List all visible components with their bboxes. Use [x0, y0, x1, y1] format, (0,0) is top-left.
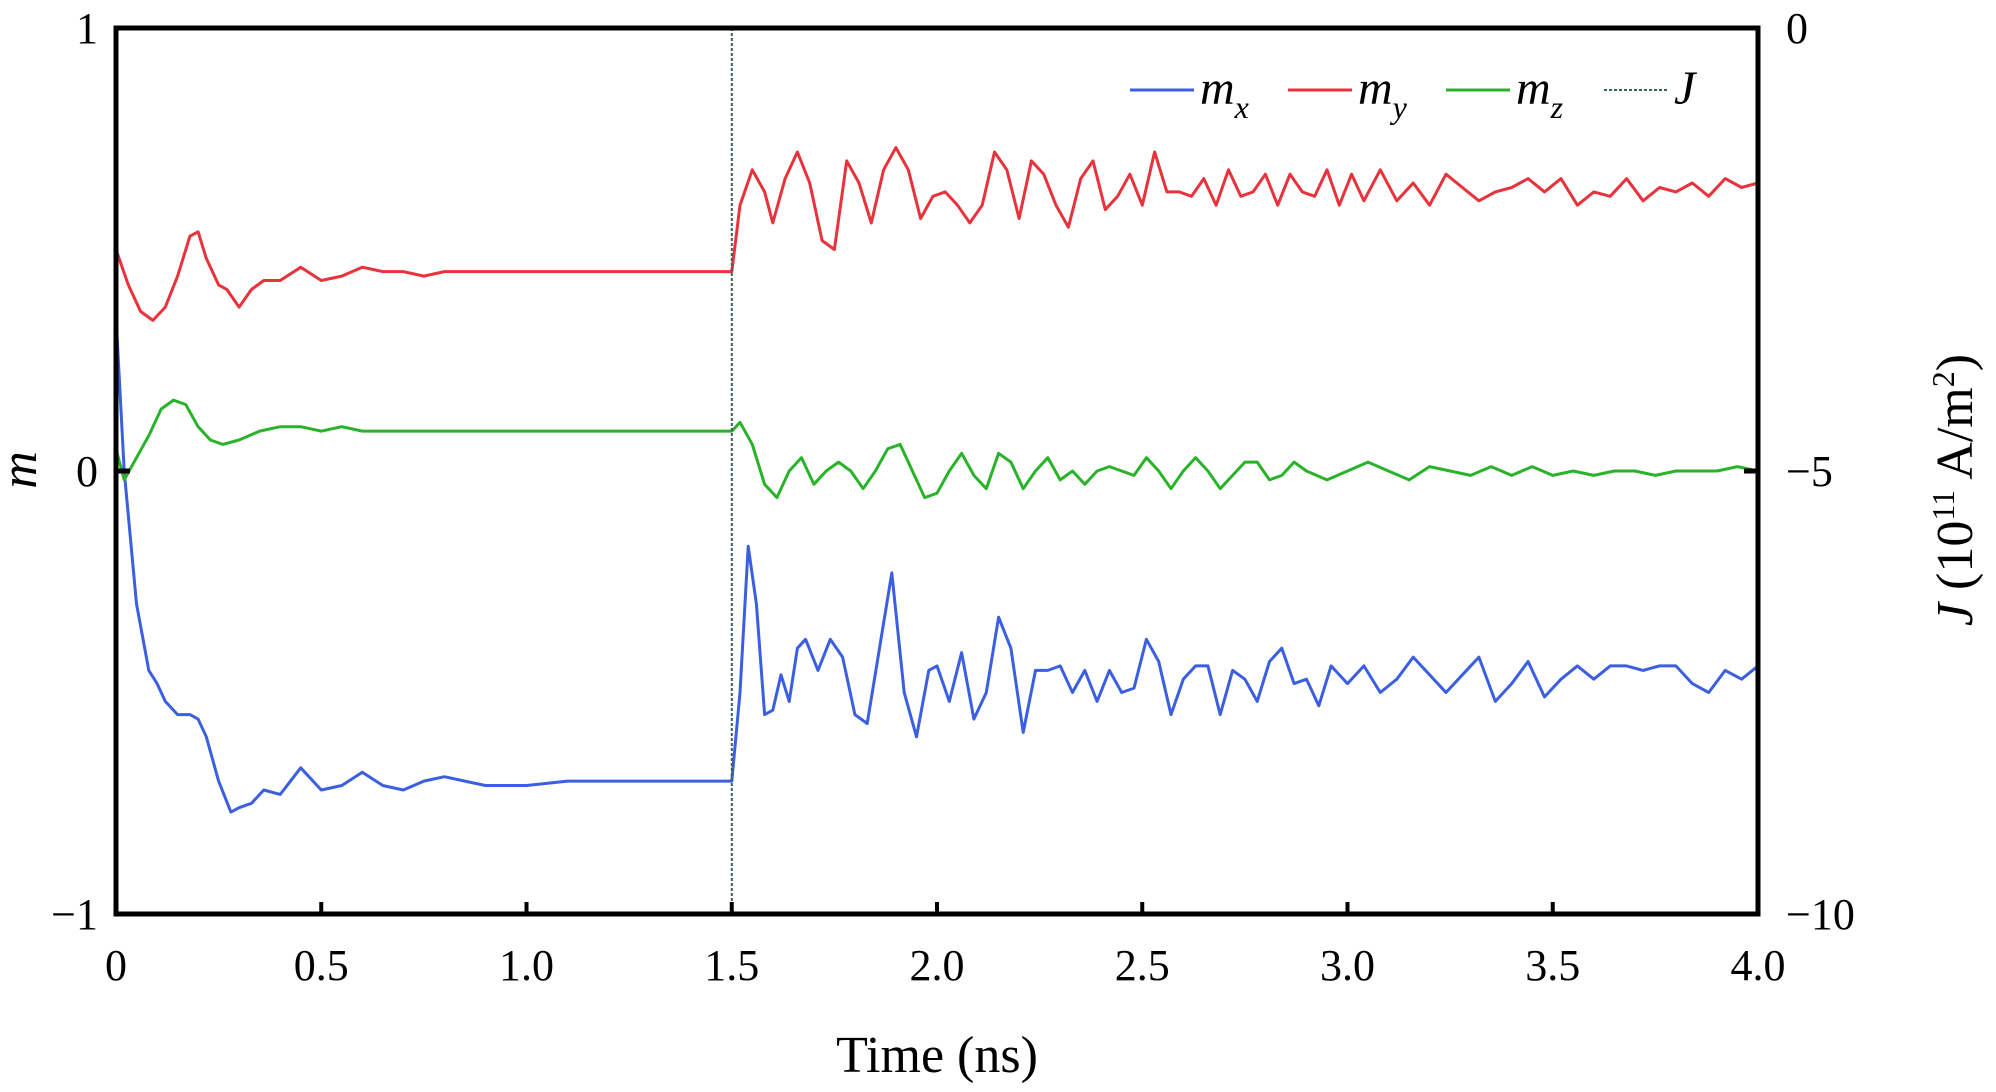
- y-left-tick-label: 1: [76, 4, 98, 53]
- legend-label: mz: [1516, 62, 1564, 125]
- x-tick-label: 3.5: [1525, 941, 1580, 990]
- y-left-tick-label: −1: [51, 890, 98, 939]
- x-tick-label: 1.5: [704, 941, 759, 990]
- plot-frame: [113, 25, 1761, 917]
- x-tick-label: 1.0: [499, 941, 554, 990]
- y-left-axis-title: m: [0, 451, 48, 489]
- legend-entry-my: my: [1288, 62, 1408, 125]
- legend: mx my mz J: [1130, 62, 1698, 125]
- series-line-mx: [116, 315, 1758, 814]
- y-left-tick-label: 0: [76, 447, 98, 496]
- y-right-axis-title: J (1011 A/m2): [1925, 354, 1984, 626]
- y-right-tick-label: −10: [1786, 890, 1855, 939]
- x-tick-label: 4.0: [1731, 941, 1786, 990]
- y-right-tick-label: 0: [1786, 4, 1808, 53]
- series-layer: [116, 28, 1758, 914]
- x-tick-label: 0: [105, 941, 127, 990]
- legend-label: my: [1358, 62, 1408, 125]
- series-line-mz: [116, 398, 1758, 500]
- x-tick-label: 2.0: [910, 941, 965, 990]
- legend-entry-J: J: [1604, 62, 1698, 115]
- legend-label: mx: [1200, 62, 1249, 125]
- x-tick-label: 2.5: [1115, 941, 1170, 990]
- y-right-tick-label: −5: [1786, 447, 1833, 496]
- x-axis-title: Time (ns): [836, 1027, 1038, 1084]
- legend-entry-mz: mz: [1446, 62, 1564, 125]
- legend-label: J: [1674, 62, 1698, 115]
- x-tick-label: 3.0: [1320, 941, 1375, 990]
- ticks-layer: 0 0.5 1.0 1.5 2.0 2.5 3.0 3.5 4.0−101−10−50: [51, 4, 1855, 990]
- legend-entry-mx: mx: [1130, 62, 1249, 125]
- x-tick-label: 0.5: [294, 941, 349, 990]
- series-line-my: [116, 146, 1758, 322]
